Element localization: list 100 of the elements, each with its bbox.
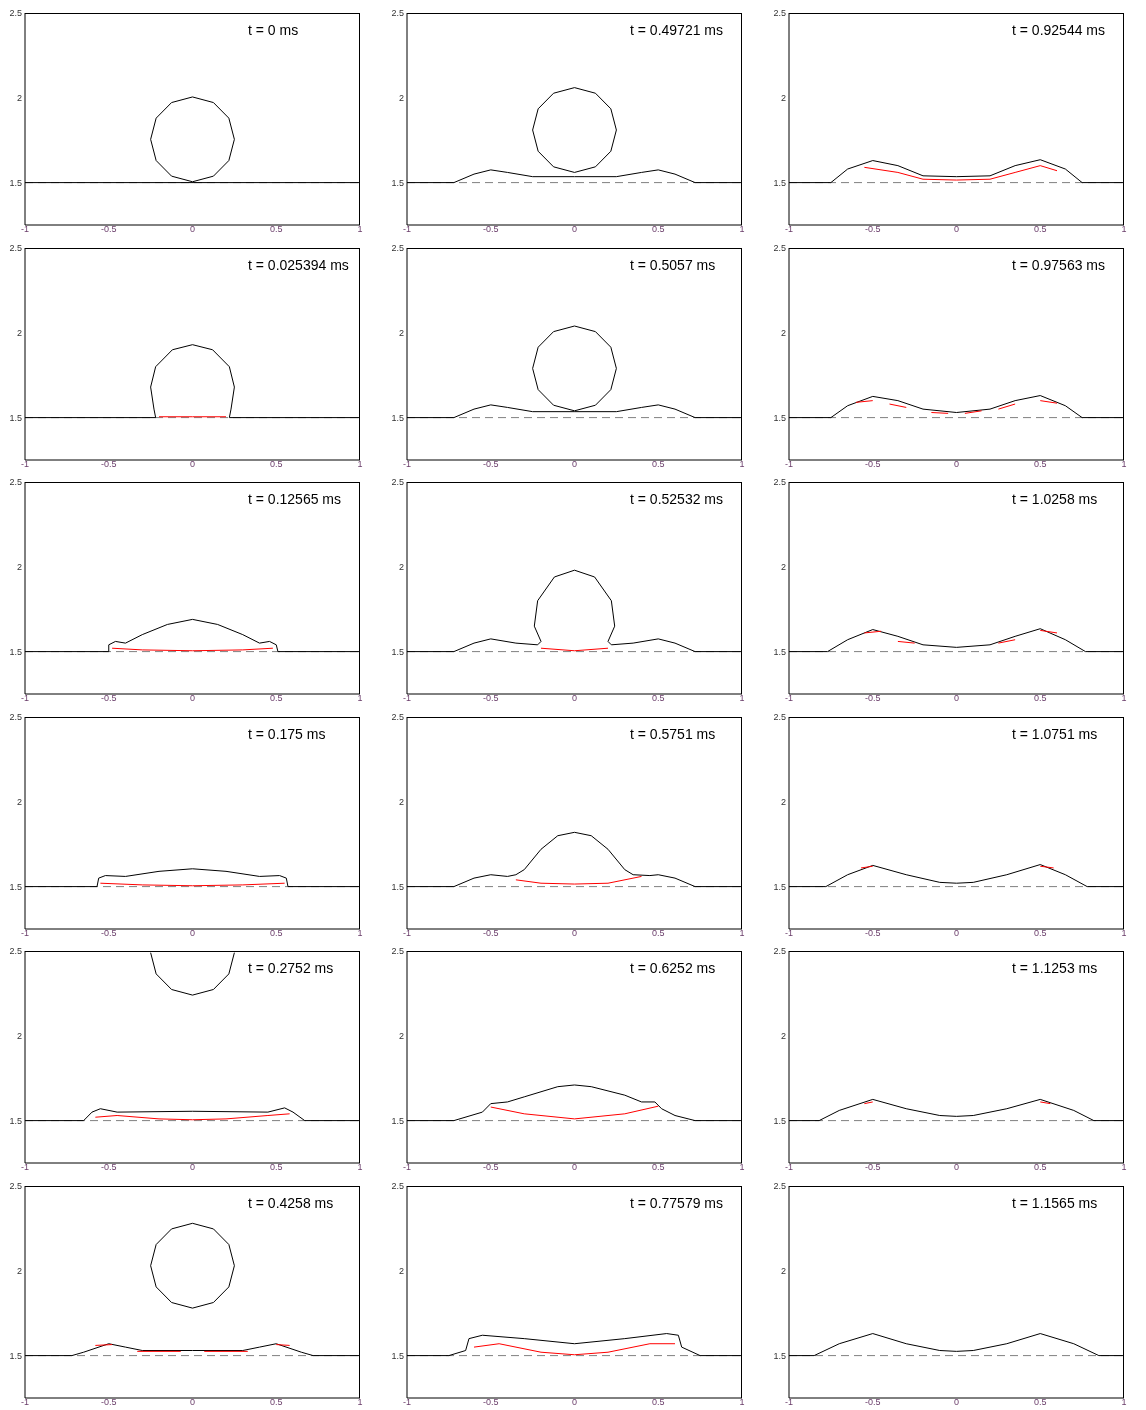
x-tick-label: 1 — [357, 927, 363, 938]
x-tick-label: -1 — [784, 1162, 794, 1173]
x-tick-label: -0.5 — [864, 693, 881, 704]
x-tick-label: -0.5 — [482, 458, 499, 469]
x-tick-label: -1 — [402, 693, 412, 704]
x-tick-label: 0.5 — [651, 927, 665, 938]
x-tick-label: -0.5 — [864, 927, 881, 938]
text: t = 0.12565 ms — [248, 491, 342, 507]
y-tick-label: 2.5 — [391, 477, 404, 488]
x-tick-label: 0.5 — [269, 927, 283, 938]
x-tick-label: 0.5 — [651, 458, 665, 469]
x-tick-label: 0 — [571, 1162, 578, 1173]
x-tick-label: 0 — [953, 1396, 960, 1407]
x-tick-label: -1 — [20, 224, 30, 235]
y-tick-label: 1.5 — [773, 177, 786, 188]
y-tick-label: 2 — [398, 327, 404, 338]
x-tick-label: -0.5 — [100, 224, 117, 235]
y-tick-label: 2 — [398, 796, 404, 807]
x-tick-label: 0 — [189, 693, 196, 704]
x-tick-label: -1 — [20, 1396, 30, 1407]
x-tick-label: -1 — [20, 693, 30, 704]
y-tick-label: 2.5 — [9, 711, 22, 722]
x-tick-label: -0.5 — [100, 693, 117, 704]
x-tick-label: 0 — [571, 224, 578, 235]
y-tick-label: 2 — [16, 796, 22, 807]
x-tick-label: 0.5 — [269, 1162, 283, 1173]
x-tick-label: -1 — [402, 1396, 412, 1407]
y-tick-label: 1.5 — [9, 412, 22, 423]
x-tick-label: -0.5 — [482, 927, 499, 938]
x-tick-label: 0 — [571, 458, 578, 469]
y-tick-label: 1.5 — [773, 412, 786, 423]
y-tick-label: 1.5 — [773, 1350, 786, 1361]
y-tick-label: 1.5 — [391, 1350, 404, 1361]
x-tick-label: 0 — [953, 927, 960, 938]
x-tick-label: 0.5 — [1033, 1162, 1047, 1173]
y-tick-label: 2.5 — [773, 477, 786, 488]
y-tick-label: 1.5 — [9, 646, 22, 657]
x-tick-label: 0 — [189, 1162, 196, 1173]
y-tick-label: 2.5 — [391, 8, 404, 19]
x-tick-label: 0.5 — [1033, 458, 1047, 469]
y-tick-label: 2.5 — [9, 477, 22, 488]
x-tick-label: 0.5 — [1033, 927, 1047, 938]
x-tick-label: -0.5 — [100, 1396, 117, 1407]
x-tick-label: 0 — [571, 1396, 578, 1407]
text: t = 0.52532 ms — [630, 491, 724, 507]
y-tick-label: 1.5 — [391, 881, 404, 892]
text: t = 0.97563 ms — [1012, 256, 1106, 273]
x-tick-label: 1 — [1121, 927, 1127, 938]
y-tick-label: 1.5 — [773, 1115, 786, 1126]
x-tick-label: 0 — [189, 1396, 196, 1407]
x-tick-label: 0.5 — [1033, 1396, 1047, 1407]
text: t = 0.6252 ms — [630, 960, 716, 976]
x-tick-label: 1 — [357, 224, 363, 235]
text: t = 0 ms — [248, 22, 299, 38]
x-tick-label: 1 — [739, 458, 745, 469]
y-tick-label: 2.5 — [391, 1180, 404, 1191]
y-tick-label: 2 — [16, 93, 22, 103]
text: t = 1.1565 ms — [1012, 1194, 1098, 1211]
y-tick-label: 1.5 — [9, 177, 22, 188]
y-tick-label: 2 — [16, 1030, 22, 1041]
x-tick-label: -0.5 — [100, 927, 117, 938]
y-tick-label: 2.5 — [773, 242, 786, 253]
text: t = 0.175 ms — [248, 725, 326, 742]
text: t = 1.0258 ms — [1012, 491, 1098, 507]
x-tick-label: 1 — [1121, 693, 1127, 704]
y-tick-label: 1.5 — [391, 1115, 404, 1126]
x-tick-label: 0 — [189, 458, 196, 469]
y-tick-label: 1.5 — [391, 646, 404, 657]
y-tick-label: 2.5 — [391, 242, 404, 253]
x-tick-label: -1 — [784, 224, 794, 235]
y-tick-label: 2.5 — [9, 242, 22, 253]
y-tick-label: 1.5 — [773, 646, 786, 657]
y-tick-label: 2.5 — [391, 946, 404, 957]
text: t = 0.2752 ms — [248, 960, 334, 976]
x-tick-label: 0.5 — [651, 224, 665, 235]
text: t = 0.77579 ms — [630, 1194, 724, 1211]
x-tick-label: 0.5 — [269, 1396, 283, 1407]
y-tick-label: 2 — [398, 93, 404, 103]
x-tick-label: -1 — [784, 458, 794, 469]
x-tick-label: -0.5 — [482, 1396, 499, 1407]
x-tick-label: 0 — [953, 693, 960, 704]
x-tick-label: 1 — [739, 927, 745, 938]
y-tick-label: 2 — [398, 1030, 404, 1041]
text: t = 0.5751 ms — [630, 725, 716, 742]
x-tick-label: -1 — [402, 458, 412, 469]
x-tick-label: -0.5 — [864, 1396, 881, 1407]
x-tick-label: 0.5 — [651, 1162, 665, 1173]
x-tick-label: 0 — [953, 458, 960, 469]
y-tick-label: 2 — [780, 93, 786, 103]
x-tick-label: 0.5 — [269, 458, 283, 469]
y-tick-label: 2 — [780, 1265, 786, 1276]
x-tick-label: 0 — [571, 927, 578, 938]
y-tick-label: 2 — [780, 561, 786, 572]
x-tick-label: 1 — [1121, 1396, 1127, 1407]
y-tick-label: 2.5 — [9, 946, 22, 957]
x-tick-label: 1 — [1121, 1162, 1127, 1173]
y-tick-label: 1.5 — [773, 881, 786, 892]
x-tick-label: 0 — [189, 224, 196, 235]
text: t = 0.025394 ms — [248, 256, 349, 273]
y-tick-label: 2 — [398, 1265, 404, 1276]
